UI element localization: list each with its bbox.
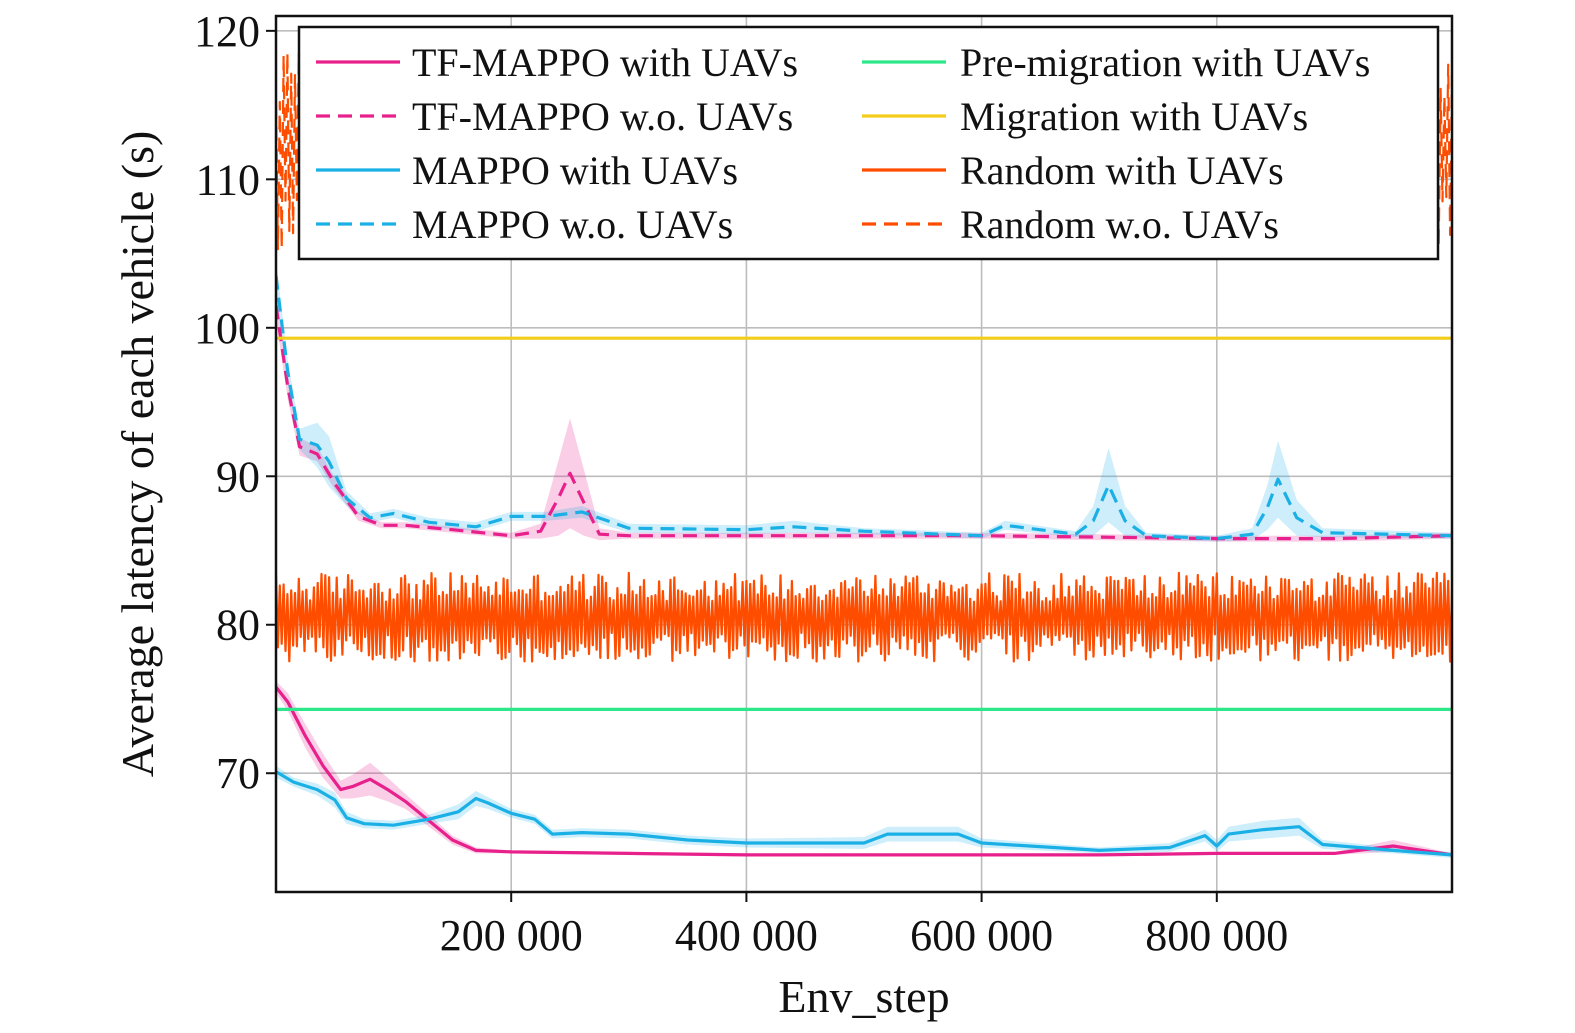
series-3-line	[276, 770, 1452, 857]
x-tick-label: 400 000	[675, 911, 818, 960]
plot-frame	[274, 14, 1454, 894]
legend-label: MAPPO with UAVs	[412, 148, 738, 193]
series-3-band	[276, 765, 1452, 858]
y-tick-label: 110	[196, 155, 260, 204]
y-tick-label: 90	[216, 452, 260, 501]
legend-label: Random with UAVs	[960, 148, 1284, 193]
x-tick-label: 600 000	[910, 911, 1053, 960]
series-2-band	[276, 290, 1452, 542]
legend-box	[297, 25, 1440, 261]
series-7-line	[276, 571, 1452, 663]
x-tick-label: 200 000	[440, 911, 583, 960]
x-axis-label: Env_step	[778, 971, 949, 1022]
x-tick-label: 800 000	[1145, 911, 1288, 960]
legend-label: TF-MAPPO w.o. UAVs	[412, 94, 793, 139]
legend-label: MAPPO w.o. UAVs	[412, 202, 733, 247]
series-1-line	[276, 686, 1452, 857]
series-2-line	[276, 305, 1452, 541]
series-4-line	[276, 275, 1452, 541]
legend: TF-MAPPO with UAVs TF-MAPPO w.o. UAVs MAPP…	[297, 25, 1440, 261]
axis-ticks: 70 80 90 100 110 120 200 000 400 000 600 000 800 …	[194, 7, 1288, 960]
legend-label: TF-MAPPO with UAVs	[412, 40, 798, 85]
legend-label: Migration with UAVs	[960, 94, 1308, 139]
y-tick-label: 80	[216, 601, 260, 650]
legend-label: Random w.o. UAVs	[960, 202, 1279, 247]
y-axis-label: Average latency of each vehicle (s)	[112, 131, 163, 778]
y-tick-label: 100	[194, 304, 260, 353]
y-tick-label: 70	[216, 749, 260, 798]
y-tick-label: 120	[194, 7, 260, 56]
legend-label: Pre-migration with UAVs	[960, 40, 1370, 85]
